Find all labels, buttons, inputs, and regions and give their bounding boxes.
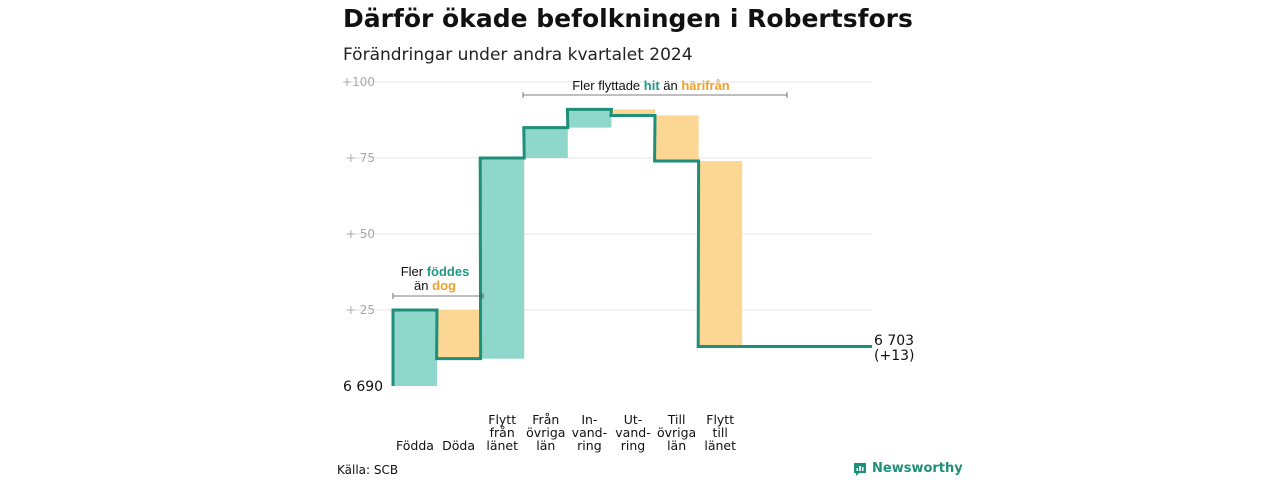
x-tick-label: från [490,425,515,440]
y-tick-label: +100 [342,75,375,89]
x-tick-label: Flytt [488,412,516,427]
bar-flytt-från-länet [480,158,525,359]
x-tick-label: Till [667,412,686,427]
bar-döda [436,310,481,359]
page-title: Därför ökade befolkningen i Robertsfors [343,4,913,33]
x-tick-label: vand- [572,425,607,440]
bar-ut--vand--ring [611,109,655,116]
end-value-label: 6 703 [874,333,914,349]
page-subtitle: Förändringar under andra kvartalet 2024 [343,45,693,65]
x-tick-label: länet [486,438,518,453]
y-tick-label: + 75 [346,151,375,165]
x-tick-label: till [713,425,728,440]
bar-från-övriga-län [523,127,568,158]
brand-logo[interactable]: Newsworthy [853,461,963,476]
x-tick-label: ring [577,438,601,453]
brand-name: Newsworthy [872,461,963,476]
x-tick-label: län [536,438,555,453]
x-tick-label: ring [621,438,645,453]
newsworthy-logo-icon [854,462,866,476]
y-tick-label: + 25 [346,303,375,317]
cumulative-line [391,107,872,386]
x-tick-label: Ut- [624,412,643,427]
x-tick-label: länet [704,438,736,453]
x-tick-label: Döda [442,438,475,453]
source-note: Källa: SCB [337,463,399,477]
x-tick-label: vand- [615,425,650,440]
x-tick-label: In- [581,412,597,427]
annotation-births-line2: än dog [414,278,456,293]
annotation-moves: Fler flyttade hit än härifrån [572,78,730,93]
x-tick-label: län [667,438,686,453]
x-tick-label: övriga [526,425,565,440]
x-tick-label: Från [532,412,559,427]
x-tick-label: Födda [396,438,434,453]
y-tick-label: + 50 [346,227,375,241]
x-tick-label: övriga [657,425,696,440]
bar-flytt-till-länet [698,161,743,347]
bar-födda [393,310,437,386]
bar-till-övriga-län [654,115,699,162]
end-value-label: (+13) [874,348,914,364]
annotation-births-line1: Fler föddes [401,264,470,279]
start-value-label: 6 690 [343,379,383,395]
x-tick-label: Flytt [706,412,734,427]
bar-in--vand--ring [567,109,612,128]
